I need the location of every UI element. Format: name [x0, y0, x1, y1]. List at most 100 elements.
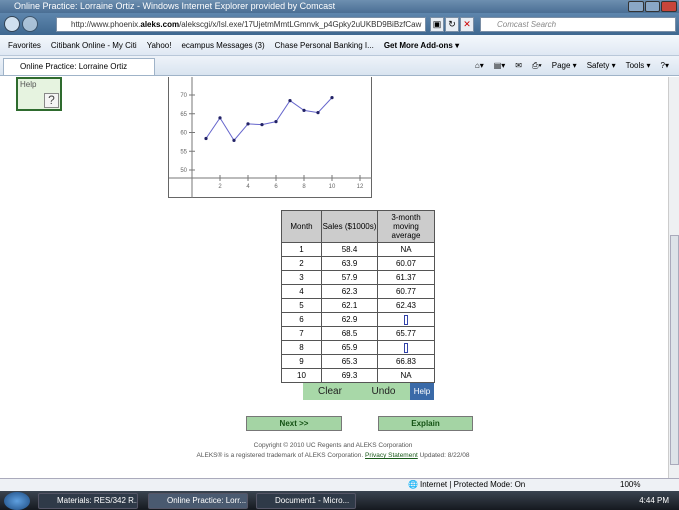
table-cell: 6 — [281, 312, 322, 327]
data-point — [274, 120, 278, 124]
table-cell: NA — [377, 242, 435, 257]
fav-chase[interactable]: Chase Personal Banking I... — [274, 40, 374, 50]
next-button[interactable]: Next >> — [246, 416, 342, 431]
page-menu[interactable]: Page ▾ — [551, 61, 577, 70]
data-point — [260, 123, 264, 127]
table-cell: 57.9 — [321, 270, 378, 285]
table-row: 3 57.9 61.37 — [281, 270, 435, 285]
compat-icon[interactable]: ▣ — [430, 17, 444, 32]
feeds-icon[interactable]: ▤▾ — [493, 61, 506, 70]
input-box[interactable] — [404, 342, 408, 353]
y-tick-label: 55 — [180, 149, 187, 155]
tools-menu[interactable]: Tools ▾ — [625, 61, 651, 70]
chart-svg: 2 4 6 8 10 12 50 55 60 65 70 — [169, 77, 372, 198]
col-month: Month — [281, 210, 322, 243]
print-icon[interactable]: ⎙▾ — [532, 61, 542, 70]
fav-ecampus[interactable]: ecampus Messages (3) — [181, 40, 265, 50]
stop-icon[interactable]: ✕ — [460, 17, 474, 32]
table-cell: 65.77 — [377, 326, 435, 341]
table-cell: 60.77 — [377, 284, 435, 299]
y-tick-label: 60 — [180, 131, 187, 137]
table-cell: 8 — [281, 340, 322, 355]
table-cell: 65.3 — [321, 354, 378, 369]
table-cell: 62.3 — [321, 284, 378, 299]
help-box[interactable]: Help ? — [16, 77, 62, 111]
explain-button[interactable]: Explain — [378, 416, 473, 431]
y-tick-label: 65 — [180, 112, 187, 118]
tab-online-practice[interactable]: Online Practice: Lorraine Ortiz — [3, 58, 155, 75]
fav-citibank[interactable]: Citibank Online - My Citi — [50, 40, 137, 50]
help-button[interactable]: Help — [410, 383, 434, 400]
favorites-button[interactable]: Favorites — [8, 40, 41, 50]
data-point — [288, 99, 292, 103]
table-cell: 2 — [281, 256, 322, 271]
page-content: Help ? 2 4 6 8 10 12 50 55 60 65 70 Month Sales ($… — [0, 77, 668, 478]
search-input[interactable]: Comcast Search — [480, 17, 676, 32]
table-cell: 65.9 — [321, 340, 378, 355]
table-cell: 1 — [281, 242, 322, 257]
mail-icon[interactable]: ✉ — [515, 61, 522, 70]
table-row: 1 58.4 NA — [281, 242, 435, 257]
table-cell: 60.07 — [377, 256, 435, 271]
clear-button[interactable]: Clear — [303, 383, 357, 400]
minimize-button[interactable] — [628, 1, 644, 12]
x-tick-label: 4 — [246, 184, 250, 190]
window-title: Online Practice: Lorraine Ortiz - Window… — [0, 0, 679, 13]
col-average: 3-month moving average — [377, 210, 435, 243]
table-cell: 9 — [281, 354, 322, 369]
undo-button[interactable]: Undo — [357, 383, 410, 400]
series-line — [205, 97, 333, 142]
copyright: Copyright © 2010 UC Regents and ALEKS Co… — [253, 442, 413, 449]
safety-menu[interactable]: Safety ▾ — [586, 61, 616, 70]
table-cell: 68.5 — [321, 326, 378, 341]
average-input[interactable] — [377, 340, 435, 355]
back-button[interactable] — [4, 16, 20, 32]
status-bar: 🌐 Internet | Protected Mode: On 100% — [0, 478, 679, 491]
task-online-practice[interactable]: Online Practice: Lorr... — [148, 493, 248, 509]
table-row: 9 65.3 66.83 — [281, 354, 435, 369]
help-icon[interactable]: ? — [44, 93, 59, 108]
zoom-level[interactable]: 100% — [620, 480, 641, 489]
trademark: ALEKS® is a registered trademark of ALEK… — [196, 452, 364, 459]
fav-yahoo[interactable]: Yahoo! — [146, 40, 172, 50]
table-cell: 62.9 — [321, 312, 378, 327]
refresh-icon[interactable]: ↻ — [445, 17, 459, 32]
scroll-thumb[interactable] — [670, 235, 679, 465]
x-tick-label: 10 — [329, 184, 336, 190]
table-row: 5 62.1 62.43 — [281, 298, 435, 313]
close-button[interactable] — [661, 1, 678, 12]
average-input[interactable] — [377, 312, 435, 327]
updated: Updated: 8/22/08 — [419, 452, 470, 459]
task-materials[interactable]: Materials: RES/342 R... — [38, 493, 138, 509]
forward-button[interactable] — [22, 16, 38, 32]
table-cell: 63.9 — [321, 256, 378, 271]
table-cell: 7 — [281, 326, 322, 341]
table-cell: 62.43 — [377, 298, 435, 313]
home-icon[interactable]: ⌂▾ — [474, 61, 484, 70]
table-row: 7 68.5 65.77 — [281, 326, 435, 341]
line-chart: 2 4 6 8 10 12 50 55 60 65 70 — [168, 77, 372, 198]
x-tick-label: 6 — [274, 184, 278, 190]
maximize-button[interactable] — [644, 1, 661, 12]
table-cell: 58.4 — [321, 242, 378, 257]
get-addons[interactable]: Get More Add-ons ▾ — [383, 40, 460, 50]
table-row: 6 62.9 — [281, 312, 435, 327]
privacy-link[interactable]: Privacy Statement — [365, 452, 418, 459]
data-point — [232, 138, 236, 142]
start-button[interactable] — [4, 492, 30, 510]
task-document1[interactable]: Document1 - Micro... — [256, 493, 356, 509]
table-cell: 10 — [281, 368, 322, 383]
help-menu[interactable]: ?▾ — [660, 61, 669, 70]
y-tick-label: 50 — [180, 168, 187, 174]
data-point — [246, 122, 250, 126]
security-zone: Internet | Protected Mode: On — [420, 480, 526, 489]
table-row: 4 62.3 60.77 — [281, 284, 435, 299]
scrollbar[interactable] — [668, 77, 679, 478]
command-bar: ⌂▾ ▤▾ ✉ ⎙▾ Page ▾ Safety ▾ Tools ▾ ?▾ — [475, 59, 669, 73]
tab-bar: Online Practice: Lorraine Ortiz ⌂▾ ▤▾ ✉ … — [0, 56, 679, 76]
input-box[interactable] — [404, 314, 408, 325]
table-cell: 62.1 — [321, 298, 378, 313]
moving-average-table: Month Sales ($1000s) 3-month moving aver… — [281, 210, 435, 383]
table-row: 10 69.3 NA — [281, 368, 435, 383]
address-bar[interactable]: http://www.phoenix.aleks.com/alekscgi/x/… — [56, 17, 426, 32]
